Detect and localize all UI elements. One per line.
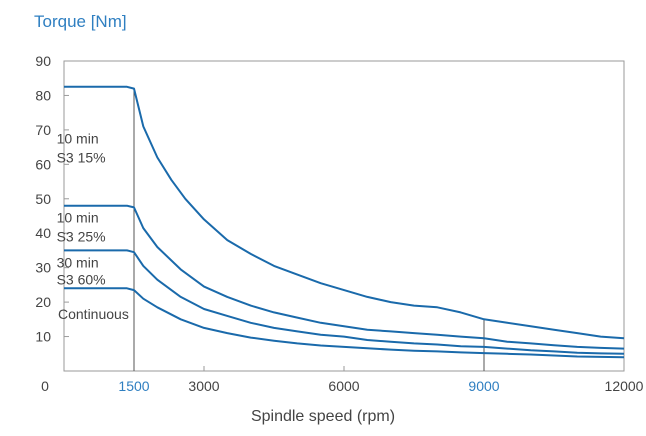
series-line-continuous: [64, 287, 625, 359]
axes: 10 20 30 40 50 60 70 80 90 0 1500 3000 6000 9000 12000: [35, 53, 643, 394]
y-tick-label: 30: [35, 260, 51, 276]
series-label-s3-25: S3 25%: [57, 229, 106, 245]
series-label-s3-15: S3 15%: [57, 149, 106, 165]
x-tick-label: 3000: [188, 378, 219, 394]
series-line-s3-15: [64, 85, 625, 340]
y-tick-label: 90: [35, 53, 51, 69]
series-label-s3-15: 10 min: [57, 131, 99, 147]
series-line-s3-60: [64, 249, 625, 355]
series-label-s3-60: S3 60%: [57, 272, 106, 288]
y-tick-label: 80: [35, 87, 51, 103]
x-tick-label: 12000: [605, 378, 644, 394]
chart-title: Torque [Nm]: [34, 12, 127, 31]
y-tick-label: 60: [35, 156, 51, 172]
x-tick-label: 1500: [118, 378, 149, 394]
series-label-s3-60: 30 min: [57, 255, 99, 271]
x-tick-label: 6000: [328, 378, 359, 394]
y-tick-label: 40: [35, 225, 51, 241]
y-tick-label: 20: [35, 294, 51, 310]
plot-frame: [63, 60, 625, 372]
y-tick-label: 70: [35, 122, 51, 138]
x-tick-label: 9000: [468, 378, 499, 394]
series-line-s3-25: [64, 204, 625, 350]
series-label-s3-25: 10 min: [57, 210, 99, 226]
series-label-continuous: Continuous: [58, 306, 129, 322]
x-axis-label: Spindle speed (rpm): [250, 408, 396, 425]
y-tick-label: 10: [35, 329, 51, 345]
series-lines: [64, 85, 625, 359]
x-tick-label: 0: [41, 378, 49, 394]
y-tick-label: 50: [35, 191, 51, 207]
